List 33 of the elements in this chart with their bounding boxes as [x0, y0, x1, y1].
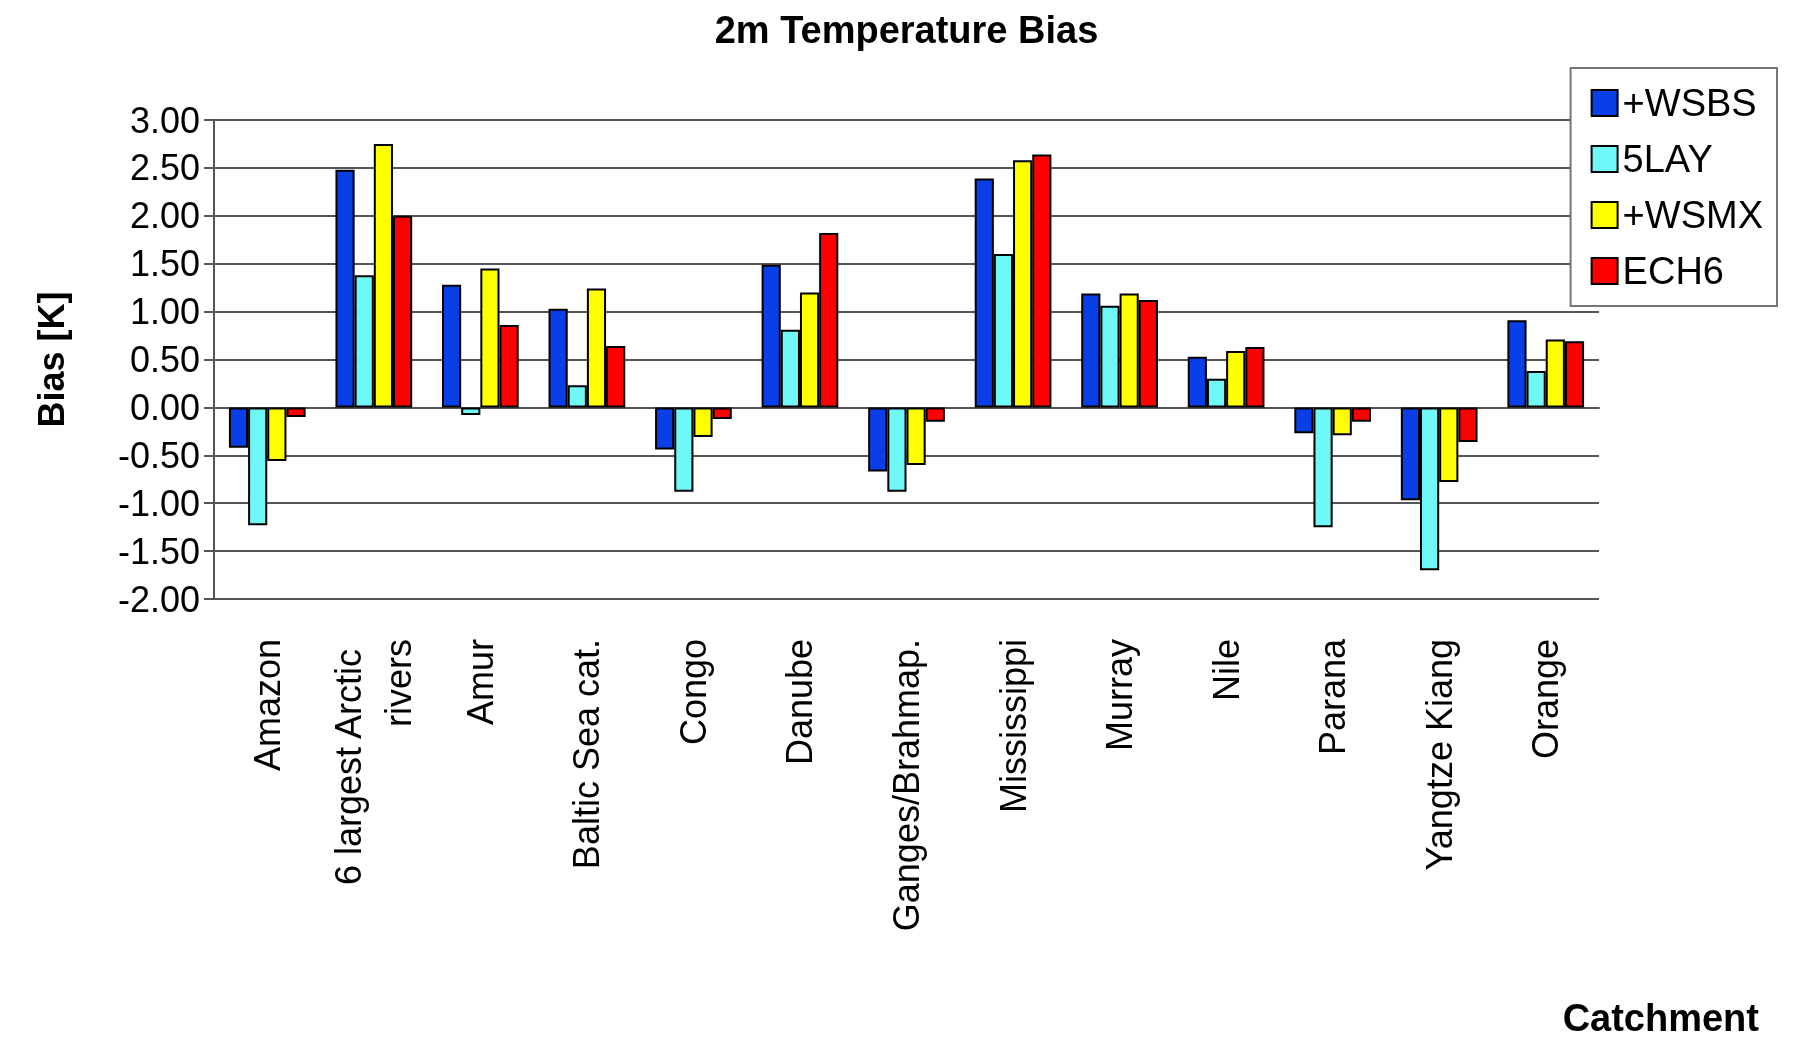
- y-tick-label: -2.00: [117, 578, 200, 620]
- y-tick-label: 0.50: [129, 339, 200, 380]
- legend-label: 5LAY: [1622, 138, 1713, 180]
- x-tick-label: Congo: [672, 639, 714, 746]
- y-tick-label: 2.50: [129, 147, 200, 189]
- x-tick-label: Murray: [1099, 639, 1141, 752]
- y-tick-label: -1.00: [117, 482, 200, 524]
- x-tick-label: Danube: [779, 639, 821, 766]
- legend-label: ECH6: [1622, 250, 1724, 292]
- x-axis-title: Catchment: [1562, 997, 1760, 1037]
- bar: [461, 407, 481, 416]
- x-tick-label: Nile: [1205, 639, 1247, 702]
- x-tick-label: Yangtze Kiang: [1418, 639, 1460, 871]
- legend-label: +WSMX: [1622, 194, 1763, 236]
- x-tick-label: Parana: [1312, 638, 1354, 756]
- y-tick-label: 0.00: [129, 386, 200, 428]
- y-tick-label: -0.50: [117, 434, 200, 476]
- x-tick-label: Baltic Sea cat.: [566, 639, 608, 870]
- x-tick-label: Ganges/Brahmap.: [886, 639, 927, 932]
- x-tick-label: Orange: [1525, 639, 1567, 760]
- y-tick-label: 1.00: [129, 291, 200, 333]
- x-tick-label: 6 largest Arctic rivers: [328, 639, 420, 886]
- chart-title: 2m Temperature Bias: [714, 9, 1099, 51]
- y-axis-title: Bias [K]: [30, 291, 72, 428]
- x-tick-label: Amur: [459, 638, 501, 726]
- y-tick-label: -1.50: [117, 530, 200, 572]
- x-tick-label: Amazon: [246, 639, 288, 772]
- y-tick-label: 1.50: [129, 243, 200, 285]
- bar: [441, 284, 462, 408]
- y-tick-label: 2.00: [129, 195, 200, 237]
- legend-label: +WSBS: [1622, 82, 1757, 124]
- y-tick-label: 3.00: [129, 99, 200, 141]
- x-tick-label: Mississippi: [992, 639, 1034, 814]
